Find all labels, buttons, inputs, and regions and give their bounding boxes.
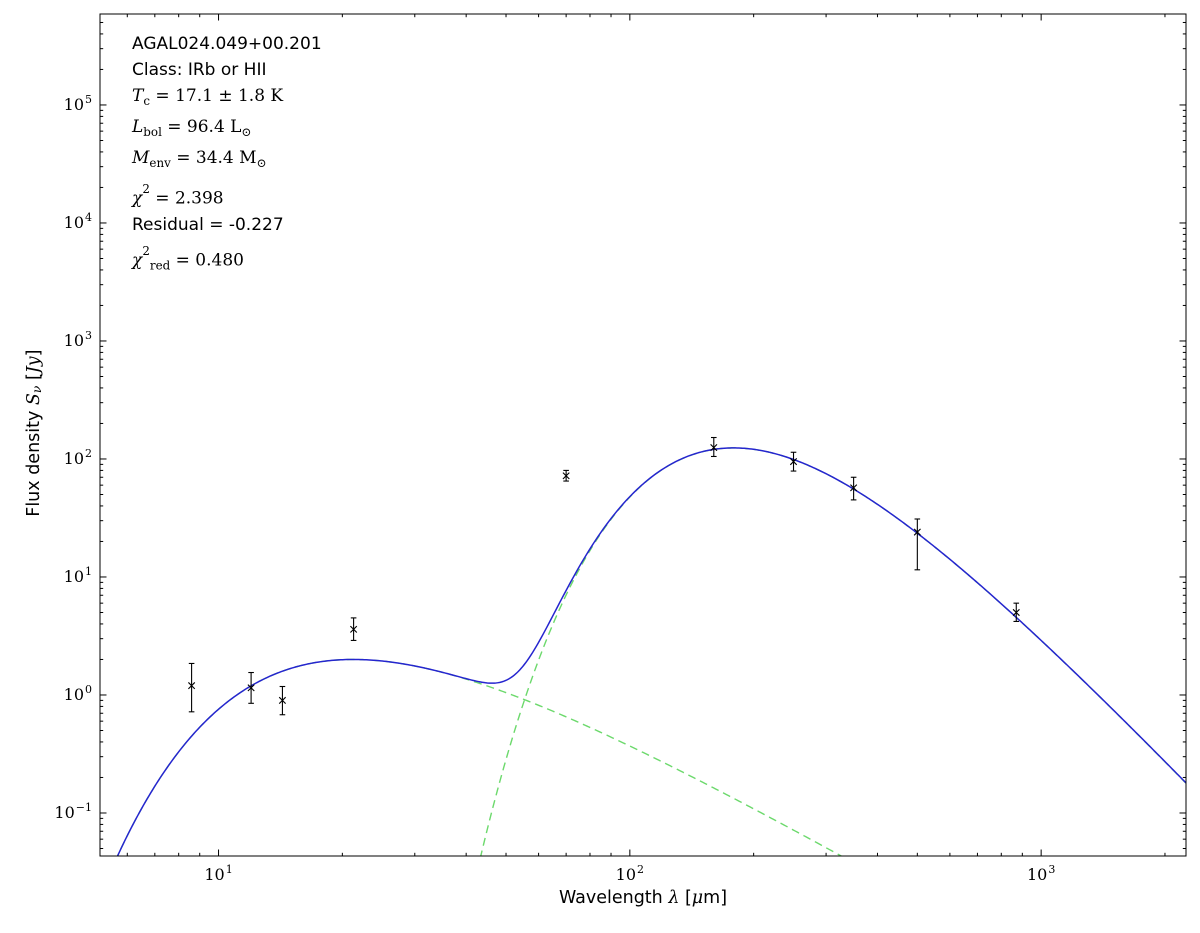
data-point — [247, 671, 255, 704]
data-point — [278, 685, 287, 716]
curve-cold — [480, 447, 1186, 856]
annotation-line: Class: IRb or HII — [132, 60, 267, 80]
data-point — [850, 476, 858, 501]
data-points — [188, 436, 1020, 716]
annotation-line: Tc = 17.1 ± 1.8 K — [132, 86, 284, 109]
annotation-line: χ2 = 2.398 — [132, 182, 224, 209]
data-point — [1012, 602, 1020, 622]
plot-frame — [99, 13, 1187, 857]
data-point — [188, 662, 196, 713]
annotation-line: χ2red = 0.480 — [132, 243, 244, 273]
annotation-line: Menv = 34.4 M⊙ — [132, 148, 267, 171]
annotation-line: AGAL024.049+00.201 — [132, 34, 322, 54]
data-point — [562, 469, 570, 482]
annotation-line: Lbol = 96.4 L⊙ — [132, 117, 252, 140]
annotation-block: AGAL024.049+00.201 Class: IRb or HII Tc = … — [132, 31, 322, 278]
annotation-line: Residual = -0.227 — [132, 214, 284, 235]
curve-sum — [116, 447, 1186, 856]
data-point — [789, 451, 798, 472]
curve-warm — [116, 658, 843, 856]
data-point — [350, 617, 358, 641]
x-axis-label: Wavelength λ [μm] — [558, 888, 728, 908]
y-axis-label: Flux density Sν [Jy] — [23, 349, 45, 517]
data-point — [710, 436, 718, 458]
axis-ticks — [100, 14, 1186, 856]
model-curves — [116, 447, 1186, 856]
data-point — [913, 518, 921, 571]
